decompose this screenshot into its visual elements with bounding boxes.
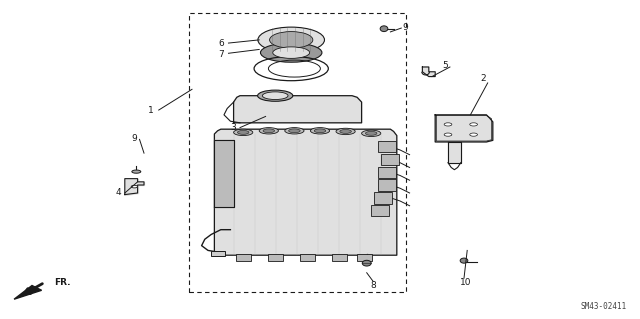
Ellipse shape — [131, 185, 138, 188]
Bar — [378, 167, 396, 178]
Ellipse shape — [258, 27, 324, 53]
Ellipse shape — [289, 129, 300, 133]
Ellipse shape — [257, 90, 293, 101]
Ellipse shape — [285, 128, 304, 134]
Ellipse shape — [263, 129, 275, 133]
Ellipse shape — [260, 43, 322, 62]
Bar — [189, 13, 406, 292]
Polygon shape — [234, 96, 362, 123]
Ellipse shape — [380, 26, 388, 32]
Bar — [371, 205, 389, 216]
Bar — [236, 254, 251, 261]
Bar — [332, 254, 347, 261]
Text: 7: 7 — [218, 50, 223, 59]
Ellipse shape — [336, 128, 355, 135]
Ellipse shape — [362, 260, 371, 266]
Bar — [378, 141, 396, 152]
Ellipse shape — [365, 131, 377, 135]
Polygon shape — [14, 286, 42, 299]
Text: 5: 5 — [442, 61, 447, 70]
Polygon shape — [214, 129, 397, 255]
Ellipse shape — [340, 130, 351, 133]
Polygon shape — [448, 142, 461, 163]
Ellipse shape — [362, 130, 381, 137]
Text: 10: 10 — [460, 278, 472, 287]
Ellipse shape — [460, 258, 468, 263]
Polygon shape — [435, 115, 493, 142]
Ellipse shape — [273, 47, 310, 58]
Text: 6: 6 — [218, 39, 223, 48]
Text: 9: 9 — [403, 23, 408, 32]
Polygon shape — [125, 179, 144, 195]
Text: 3: 3 — [231, 123, 236, 132]
Bar — [357, 254, 372, 261]
Bar — [378, 179, 396, 191]
Ellipse shape — [314, 129, 326, 133]
Bar — [381, 154, 399, 165]
Ellipse shape — [237, 130, 249, 134]
Bar — [300, 254, 315, 261]
Ellipse shape — [262, 92, 288, 100]
Ellipse shape — [470, 133, 477, 136]
Text: 4: 4 — [116, 189, 121, 197]
Ellipse shape — [310, 128, 330, 134]
Ellipse shape — [234, 129, 253, 136]
Ellipse shape — [470, 123, 477, 126]
Text: FR.: FR. — [54, 278, 71, 287]
Ellipse shape — [269, 32, 313, 48]
Bar — [211, 251, 225, 256]
Bar — [268, 254, 283, 261]
Ellipse shape — [444, 133, 452, 136]
Text: 1: 1 — [148, 106, 153, 115]
Ellipse shape — [444, 123, 452, 126]
Ellipse shape — [132, 170, 141, 173]
Polygon shape — [422, 67, 435, 77]
Text: 8: 8 — [371, 281, 376, 290]
Text: 2: 2 — [481, 74, 486, 83]
Text: 9: 9 — [132, 134, 137, 143]
Bar — [374, 192, 392, 204]
Ellipse shape — [259, 128, 278, 134]
Text: SM43-02411: SM43-02411 — [581, 302, 627, 311]
Polygon shape — [214, 140, 234, 207]
